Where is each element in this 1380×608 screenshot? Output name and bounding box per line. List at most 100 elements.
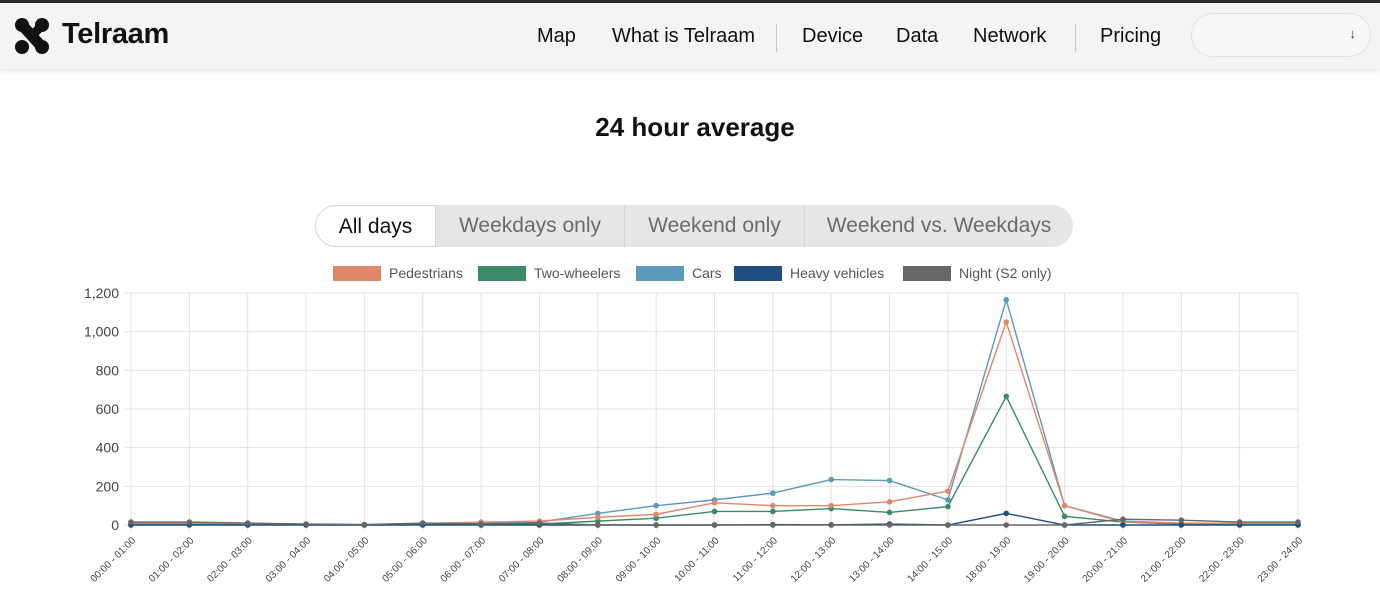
data-point-night-s2-only: [1061, 522, 1068, 528]
x-tick-label: 03:00 - 04:00: [264, 535, 314, 585]
x-tick-label: 11:00 - 12:00: [731, 535, 780, 584]
data-point-cars: [653, 502, 659, 509]
x-tick-label: 05:00 - 06:00: [380, 535, 430, 585]
data-point-heavy-vehicles: [1003, 510, 1010, 517]
legend-swatch: [734, 266, 782, 281]
data-point-night-s2-only: [186, 519, 193, 525]
telraam-logo-icon[interactable]: [14, 17, 50, 55]
data-point-night-s2-only: [1295, 519, 1301, 525]
x-tick-label: 08:00 - 09:00: [555, 535, 605, 585]
tab-weekend-vs-weekdays[interactable]: Weekend vs. Weekdays: [826, 214, 1052, 237]
data-point-heavy-vehicles: [1178, 522, 1185, 528]
x-tick-label: 06:00 - 07:00: [439, 535, 489, 585]
data-point-cars: [945, 497, 951, 503]
data-point-pedestrians: [1003, 319, 1010, 325]
nav-what-is-telraam[interactable]: What is Telraam: [612, 25, 756, 47]
data-point-two-wheelers: [1003, 393, 1010, 400]
x-tick-label: 12:00 - 13:00: [789, 535, 839, 585]
data-point-two-wheelers: [770, 508, 776, 515]
page-title: 24 hour average: [595, 112, 795, 142]
data-point-night-s2-only: [536, 520, 543, 526]
data-point-night-s2-only: [303, 521, 309, 527]
data-point-cars: [828, 476, 834, 483]
tab-all-days[interactable]: All days: [315, 205, 436, 247]
legend-swatch: [478, 266, 526, 281]
language-select[interactable]: ↓: [1191, 13, 1371, 57]
data-point-night-s2-only: [828, 522, 834, 528]
y-tick-label: 0: [111, 517, 119, 533]
y-tick-label: 1,200: [84, 285, 119, 301]
nav-divider: [1075, 24, 1076, 52]
x-tick-label: 10:00 - 11:00: [673, 535, 722, 584]
data-point-night-s2-only: [770, 522, 776, 528]
legend-item-night[interactable]: Night (S2 only): [903, 265, 1063, 283]
data-point-cars: [1003, 296, 1010, 303]
y-tick-label: 200: [96, 478, 120, 494]
data-point-night-s2-only: [945, 522, 951, 528]
site-header: Telraam Map What is Telraam Device Data …: [0, 3, 1380, 69]
x-tick-label: 20:00 - 21:00: [1081, 535, 1131, 585]
data-point-cars: [595, 510, 601, 517]
data-point-two-wheelers: [945, 503, 951, 510]
x-tick-label: 09:00 - 10:00: [614, 535, 664, 585]
x-tick-label: 00:00 - 01:00: [89, 535, 139, 585]
data-point-night-s2-only: [478, 521, 484, 527]
data-point-night-s2-only: [653, 522, 659, 528]
brand-name[interactable]: Telraam: [62, 18, 169, 50]
nav-divider: [776, 24, 777, 52]
data-point-night-s2-only: [886, 522, 893, 528]
data-point-night-s2-only: [1178, 517, 1185, 523]
legend-item-two-wheelers[interactable]: Two-wheelers: [478, 265, 628, 283]
data-point-cars: [770, 490, 776, 496]
data-point-pedestrians: [886, 499, 893, 505]
y-tick-label: 600: [96, 401, 120, 417]
data-point-night-s2-only: [711, 522, 718, 528]
legend-swatch: [636, 266, 684, 281]
x-tick-label: 13:00 - 14:00: [847, 535, 897, 585]
arrow-down-icon: ↓: [1349, 26, 1357, 41]
nav-pricing[interactable]: Pricing: [1100, 25, 1162, 47]
x-tick-label: 14:00 - 15:00: [906, 535, 956, 585]
data-point-two-wheelers: [595, 518, 601, 524]
data-point-night-s2-only: [1003, 522, 1010, 528]
x-tick-label: 18:00 - 19:00: [964, 535, 1014, 585]
data-point-night-s2-only: [419, 520, 426, 526]
x-tick-label: 23:00 - 24:00: [1256, 535, 1306, 585]
legend-item-pedestrians[interactable]: Pedestrians: [333, 265, 473, 283]
legend-label: Heavy vehicles: [790, 265, 885, 281]
legend-label: Pedestrians: [389, 265, 463, 281]
x-tick-label: 19:00 - 20:00: [1022, 535, 1072, 585]
data-point-night-s2-only: [1120, 516, 1126, 522]
tab-weekend-only[interactable]: Weekend only: [625, 205, 805, 247]
nav-map[interactable]: Map: [537, 25, 576, 47]
nav-device[interactable]: Device: [802, 25, 864, 47]
data-point-pedestrians: [595, 514, 601, 521]
nav-network[interactable]: Network: [973, 25, 1047, 47]
x-tick-label: 21:00 - 22:00: [1139, 535, 1189, 585]
data-point-night-s2-only: [244, 520, 251, 526]
legend-item-cars[interactable]: Cars: [636, 265, 731, 283]
data-point-two-wheelers: [653, 515, 659, 522]
data-point-pedestrians: [653, 511, 659, 518]
data-point-night-s2-only: [128, 519, 134, 525]
x-tick-label: 07:00 - 08:00: [497, 535, 547, 585]
tab-weekdays-only[interactable]: Weekdays only: [436, 205, 625, 247]
data-point-cars: [886, 477, 893, 484]
data-point-pedestrians: [1061, 502, 1068, 509]
y-tick-label: 800: [96, 362, 120, 378]
legend-swatch: [903, 266, 951, 281]
nav-data[interactable]: Data: [896, 25, 939, 47]
legend-label: Two-wheelers: [534, 265, 621, 281]
data-point-pedestrians: [945, 488, 951, 494]
data-point-two-wheelers: [886, 509, 893, 516]
top-border: [0, 0, 1380, 3]
data-point-pedestrians: [828, 502, 834, 509]
data-point-pedestrians: [770, 502, 776, 509]
data-point-heavy-vehicles: [1120, 522, 1126, 528]
data-point-night-s2-only: [361, 521, 368, 528]
period-tabs: All days Weekdays only Weekend only Week…: [315, 205, 1073, 247]
y-tick-label: 400: [96, 440, 120, 456]
data-point-two-wheelers: [711, 508, 718, 515]
legend-item-heavy-vehicles[interactable]: Heavy vehicles: [734, 265, 894, 283]
x-tick-label: 22:00 - 23:00: [1197, 535, 1247, 585]
